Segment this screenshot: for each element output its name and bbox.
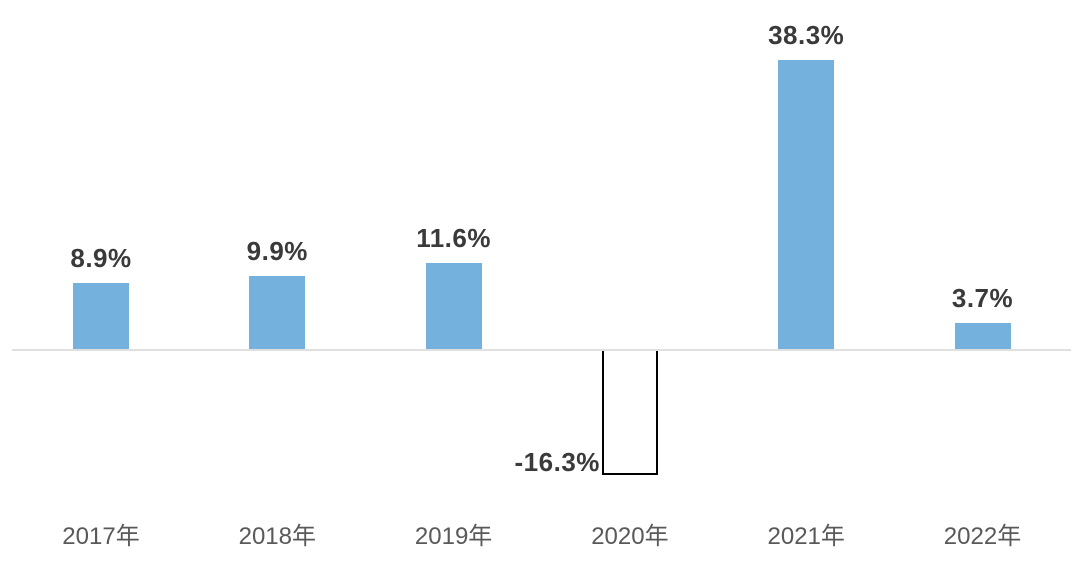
bar-value-label-3: 11.6% <box>416 222 491 253</box>
bar-4 <box>601 351 658 475</box>
bar-3 <box>425 262 482 351</box>
bar-value-label-1: 8.9% <box>70 243 132 274</box>
x-axis-line <box>12 349 1071 351</box>
bar-value-label-2: 9.9% <box>246 235 308 266</box>
bar-2 <box>249 275 306 351</box>
x-axis-label-2: 2018年 <box>238 523 316 550</box>
x-axis-label-5: 2021年 <box>767 523 845 550</box>
bar-6 <box>954 322 1011 351</box>
bar-value-label-5: 38.3% <box>768 19 845 50</box>
bar-value-label-4: -16.3% <box>514 446 600 477</box>
x-axis-label-4: 2020年 <box>591 523 669 550</box>
bar-value-label-6: 3.7% <box>951 282 1014 313</box>
x-axis-label-6: 2022年 <box>943 523 1022 550</box>
bar-1 <box>73 283 129 351</box>
bar-5 <box>778 59 835 351</box>
x-axis-label-1: 2017年 <box>62 523 140 550</box>
x-axis-label-3: 2019年 <box>414 523 493 550</box>
